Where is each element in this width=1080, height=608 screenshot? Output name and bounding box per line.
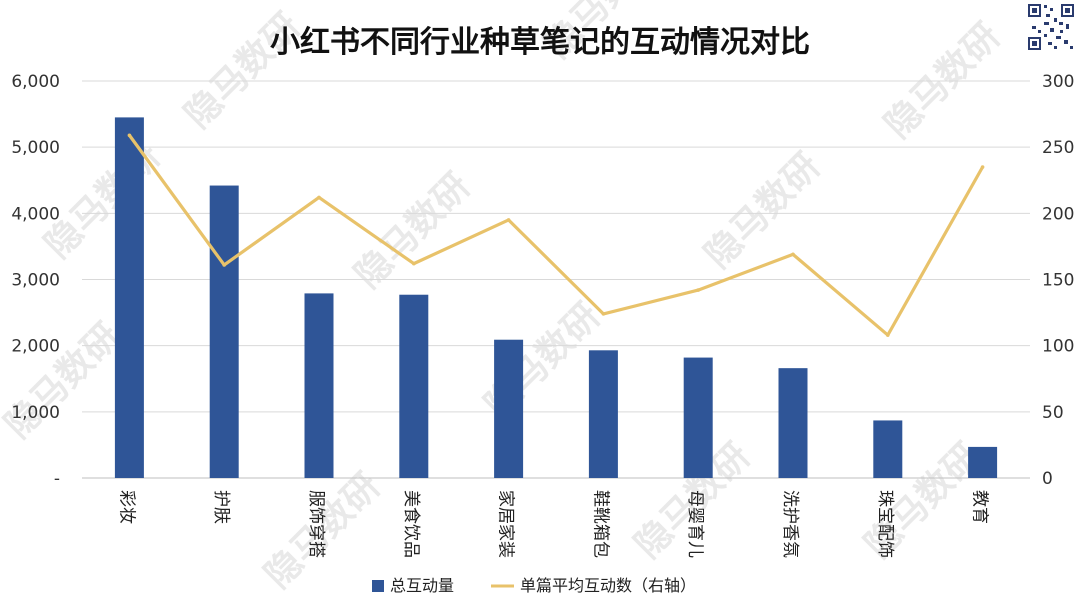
category-label: 美食饮品 (401, 490, 421, 558)
gridlines (82, 80, 1030, 479)
qr-code-icon (1026, 2, 1076, 52)
category-label: 母婴育儿 (685, 490, 705, 558)
watermark-text: 隐马数研 (0, 316, 128, 447)
line-point (886, 333, 890, 337)
y-right-tick-label: 100 (1042, 337, 1074, 357)
line-point (222, 263, 226, 267)
bar (968, 446, 998, 478)
bar (683, 357, 713, 478)
legend: 总互动量 单篇平均互动数（右轴） (372, 576, 696, 595)
bar-series (114, 117, 998, 479)
y-left-tick-label: 6,000 (11, 72, 60, 92)
y-left-tick-label: 4,000 (11, 204, 60, 224)
bar (494, 339, 524, 478)
category-label: 彩妆 (116, 490, 136, 524)
bar (304, 293, 334, 478)
line-point (317, 195, 321, 200)
bar (588, 350, 618, 478)
legend-line-label: 单篇平均互动数（右轴） (520, 576, 696, 595)
line-point (601, 312, 606, 316)
line-point (412, 261, 416, 266)
bar (873, 420, 903, 478)
line-point (696, 288, 700, 292)
y-axis-right: 0 50 100 150 200 250 300 (1042, 72, 1074, 489)
y-left-tick-label: 5,000 (11, 138, 60, 158)
bar (114, 117, 144, 479)
y-right-tick-label: 0 (1042, 469, 1053, 489)
y-right-tick-label: 300 (1042, 72, 1074, 92)
legend-bar-label: 总互动量 (390, 576, 454, 595)
category-label: 家居家装 (496, 490, 516, 558)
y-right-tick-label: 200 (1042, 204, 1074, 224)
y-right-tick-label: 150 (1042, 271, 1074, 291)
category-label: 服饰穿搭 (306, 490, 326, 558)
chart-title: 小红书不同行业种草笔记的互动情况对比 (270, 25, 810, 60)
category-label: 珠宝配饰 (875, 490, 895, 558)
y-right-tick-label: 250 (1042, 138, 1074, 158)
line-point (506, 218, 511, 222)
bar (399, 294, 429, 478)
watermark-text: 隐马数研 (697, 146, 828, 277)
y-left-tick-label: 1,000 (11, 403, 60, 423)
category-label: 鞋靴箱包 (590, 490, 610, 558)
line-point (980, 165, 985, 169)
line-series (127, 133, 985, 337)
line-point (127, 133, 132, 138)
line-point (791, 252, 795, 257)
x-axis: 彩妆 护肤 服饰穿搭 美食饮品 家居家装 鞋靴箱包 母婴育儿 洗护香氛 珠宝配饰 教育 (116, 490, 989, 558)
y-axis-left: - 1,000 2,000 3,000 4,000 5,000 6,000 (11, 72, 60, 489)
y-right-tick-label: 50 (1042, 403, 1064, 423)
legend-bar-swatch (372, 580, 384, 592)
category-label: 洗护香氛 (780, 490, 800, 558)
y-left-tick-label: 2,000 (11, 337, 60, 357)
y-left-tick-label: 3,000 (11, 271, 60, 291)
y-left-tick-label: - (54, 469, 60, 489)
line-path (128, 134, 984, 337)
bar (209, 185, 239, 478)
category-label: 教育 (970, 490, 990, 524)
category-label: 护肤 (211, 490, 231, 524)
bar (778, 368, 808, 478)
